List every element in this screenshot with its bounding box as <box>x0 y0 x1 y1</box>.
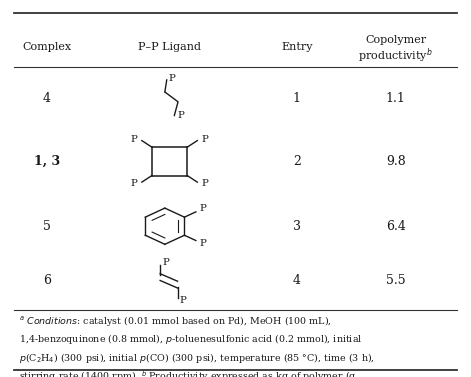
Text: 3: 3 <box>293 220 300 233</box>
Text: 5: 5 <box>43 220 51 233</box>
Text: 1: 1 <box>293 92 300 105</box>
Text: P–P Ligand: P–P Ligand <box>138 42 201 52</box>
Text: productivity$^b$: productivity$^b$ <box>358 46 433 65</box>
Text: P: P <box>202 179 208 188</box>
Text: P: P <box>202 135 208 144</box>
Text: 1, 3: 1, 3 <box>34 155 60 168</box>
Text: 6: 6 <box>43 274 51 287</box>
Text: Complex: Complex <box>23 42 72 52</box>
Text: P: P <box>200 204 207 213</box>
Text: P: P <box>180 296 187 305</box>
Text: P: P <box>131 135 138 144</box>
Text: P: P <box>131 179 138 188</box>
Text: Entry: Entry <box>281 42 312 52</box>
Text: 6.4: 6.4 <box>386 220 406 233</box>
Text: 1.1: 1.1 <box>386 92 406 105</box>
Text: 5.5: 5.5 <box>386 274 406 287</box>
Text: P: P <box>177 111 184 120</box>
Text: 4: 4 <box>43 92 51 105</box>
Text: P: P <box>162 258 170 267</box>
Text: 2: 2 <box>293 155 300 168</box>
Text: P: P <box>200 239 207 248</box>
Text: Copolymer: Copolymer <box>365 35 426 45</box>
Text: 4: 4 <box>293 274 300 287</box>
Text: P: P <box>168 74 175 83</box>
Text: 9.8: 9.8 <box>386 155 406 168</box>
Text: $^a$ $\it{Conditions}$: catalyst (0.01 mmol based on Pd), MeOH (100 mL),
1,4-ben: $^a$ $\it{Conditions}$: catalyst (0.01 m… <box>19 314 374 377</box>
